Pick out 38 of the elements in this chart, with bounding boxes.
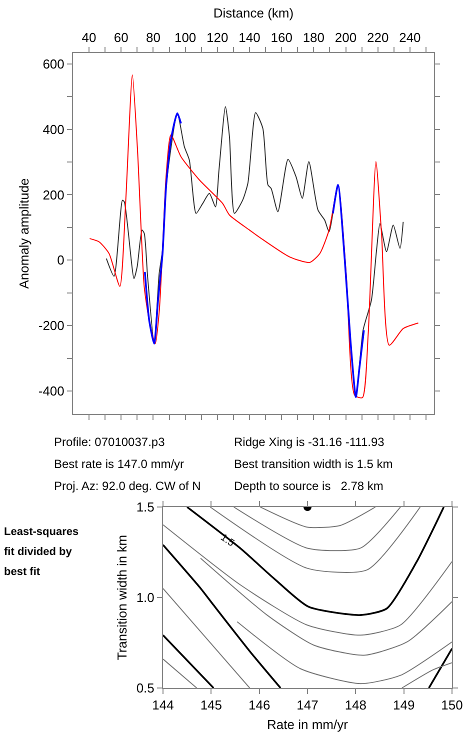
x-tick-label: 220 [366,30,389,45]
x-tick-label: 180 [302,30,325,45]
text: Depth to source is 2.78 km [234,479,384,493]
x-tick-label: 200 [334,30,357,45]
x-tick-label: 80 [146,30,160,45]
x-tick-label: 145 [200,698,222,713]
x-tick-label: 150 [441,698,463,713]
x-tick-label: 100 [174,30,196,45]
y-tick-label: 600 [42,56,64,72]
text: Best transition width is 1.5 km [234,457,393,471]
y-tick-label: 200 [42,187,64,202]
y-tick-label: -200 [38,318,64,334]
text: Profile: 07010037.p3 [54,435,166,449]
x-tick-label: 240 [399,30,421,45]
x-axis-title: Distance (km) [213,6,294,21]
text: Ridge Xing is -31.16 -111.93 [234,435,385,449]
x-tick-label: 148 [344,698,367,713]
y-tick-label: 0.5 [136,680,154,696]
text: Least-squares fit divided by best fit [4,525,80,580]
x-tick-label: 149 [392,698,415,713]
text: Best rate is 147.0 mm/yr [54,457,184,471]
y-tick-label: 1.0 [136,590,154,606]
y-axis-title: Anomaly amplitude [16,178,32,289]
x-tick-label: 120 [206,30,228,45]
x-axis-title: Rate in mm/yr [267,717,349,732]
y-tick-label: 0 [57,252,64,268]
y-tick-label: 400 [42,122,64,137]
text: Proj. Az: 92.0 deg. CW of N [54,479,201,493]
y-axis-title: Transition width in km [114,534,130,660]
y-tick-label: -400 [38,384,64,399]
y-tick-label: 1.5 [136,500,154,515]
x-tick-label: 60 [114,30,128,45]
x-tick-label: 160 [270,30,292,45]
x-tick-label: 147 [296,698,318,713]
x-tick-label: 146 [248,698,270,713]
x-tick-label: 144 [152,698,174,713]
x-tick-label: 140 [238,30,260,45]
x-tick-label: 40 [82,30,96,45]
